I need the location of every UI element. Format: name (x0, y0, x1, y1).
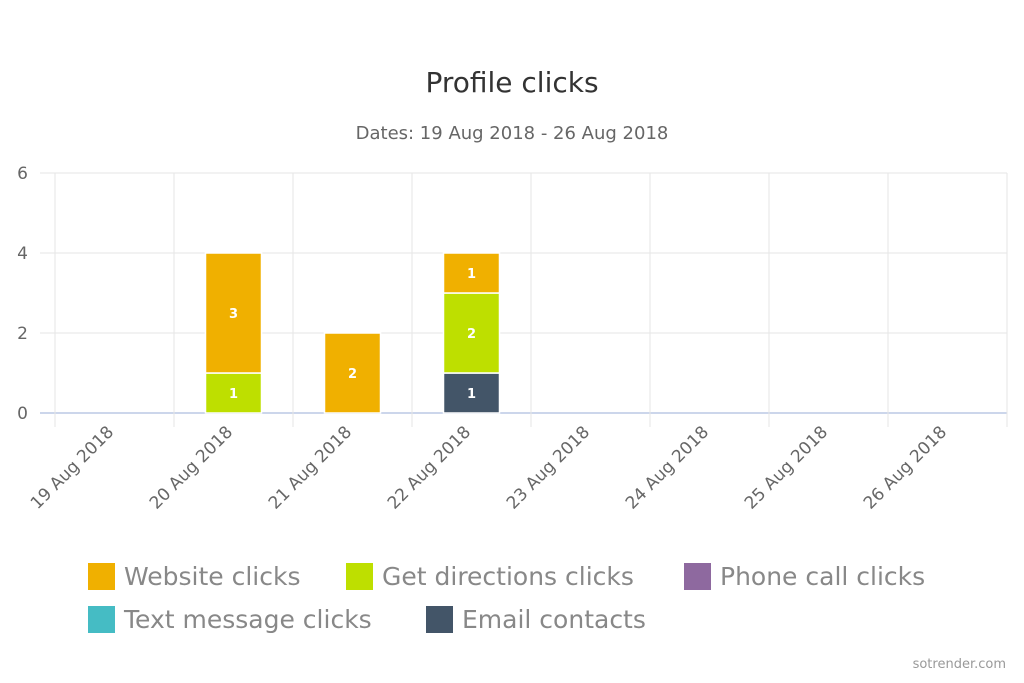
legend-label: Website clicks (124, 562, 301, 591)
credit: sotrender.com (912, 657, 1006, 672)
data-label: 3 (229, 307, 238, 322)
legend-swatch (426, 606, 453, 633)
data-label: 1 (467, 387, 476, 402)
x-tick-label: 22 Aug 2018 (384, 422, 475, 513)
data-label: 1 (467, 267, 476, 282)
x-tick-label: 19 Aug 2018 (27, 422, 118, 513)
bar-segment (323, 332, 382, 414)
x-tick-label: 21 Aug 2018 (265, 422, 356, 513)
chart-title: Profile clicks (425, 66, 598, 99)
chart-subtitle: Dates: 19 Aug 2018 - 26 Aug 2018 (356, 123, 669, 144)
bar-segment (442, 372, 501, 414)
data-label: 2 (467, 327, 476, 342)
legend-swatch (684, 563, 711, 590)
x-tick-label: 23 Aug 2018 (503, 422, 594, 513)
x-tick-label: 26 Aug 2018 (860, 422, 951, 513)
legend-label: Get directions clicks (382, 562, 634, 591)
legend-item[interactable]: Get directions clicks (346, 562, 634, 591)
legend-label: Email contacts (462, 605, 646, 634)
bar-segment (204, 252, 263, 374)
legend-item[interactable]: Website clicks (88, 562, 301, 591)
data-label: 1 (229, 387, 238, 402)
legend-swatch (88, 606, 115, 633)
legend-item[interactable]: Phone call clicks (684, 562, 925, 591)
x-tick-label: 20 Aug 2018 (146, 422, 237, 513)
legend-swatch (88, 563, 115, 590)
legend-label: Phone call clicks (720, 562, 926, 591)
y-tick-label: 2 (17, 324, 28, 344)
x-tick-label: 24 Aug 2018 (622, 422, 713, 513)
legend-swatch (346, 563, 373, 590)
x-tick-label: 25 Aug 2018 (741, 422, 832, 513)
y-tick-label: 4 (17, 244, 28, 264)
bar-segment (442, 252, 501, 294)
y-tick-label: 0 (17, 404, 28, 424)
legend-label: Text message clicks (124, 605, 372, 634)
y-tick-label: 6 (17, 164, 28, 184)
legend-item[interactable]: Text message clicks (88, 605, 372, 634)
data-label: 2 (348, 367, 357, 382)
legend-item[interactable]: Email contacts (426, 605, 646, 634)
